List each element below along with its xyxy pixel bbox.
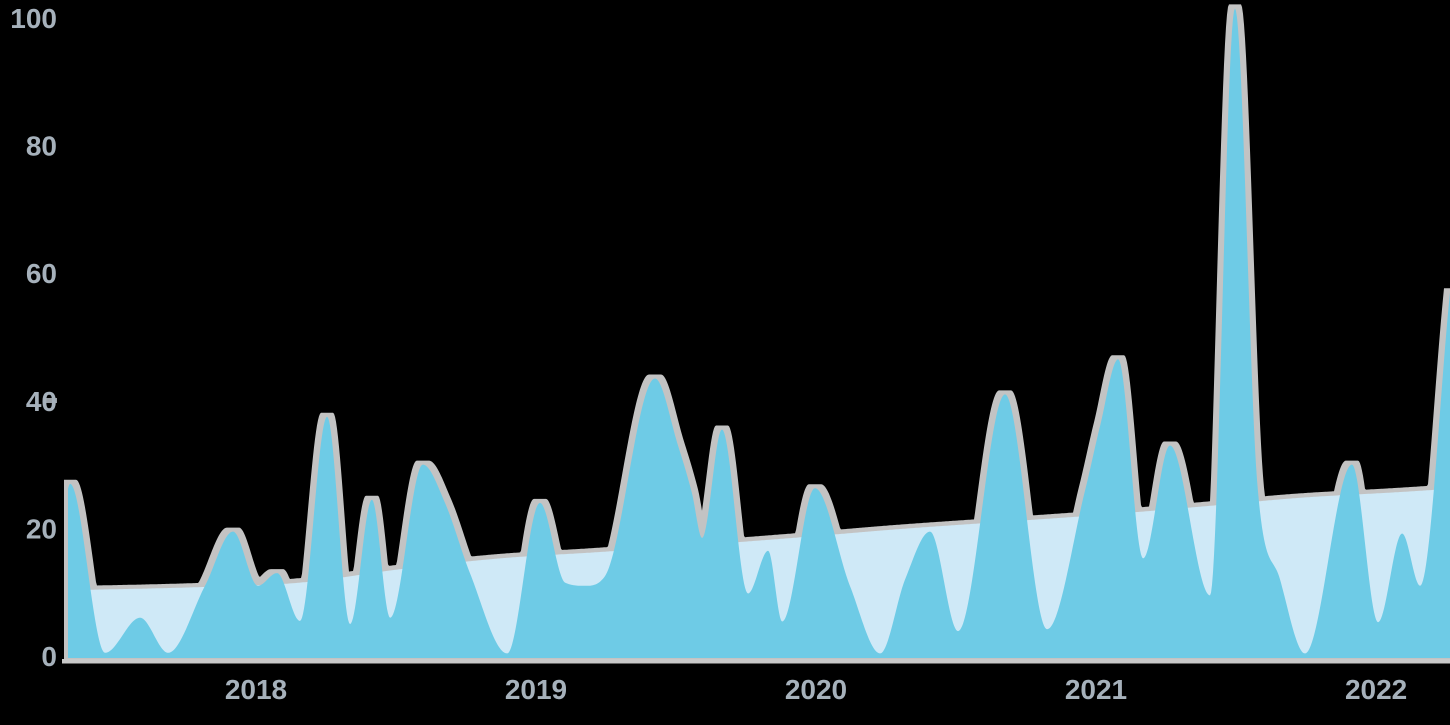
x-axis-labels: 2018 2019 2020 2021 2022	[225, 674, 1407, 705]
y-axis-label-0: 0	[41, 641, 57, 672]
y-axis-label-80: 80	[26, 131, 57, 162]
y-axis-label-20: 20	[26, 513, 57, 544]
y-axis-label-60: 60	[26, 258, 57, 289]
y-axis-labels: 100 80 60 40 20 0	[10, 3, 57, 672]
x-axis-label-2019: 2019	[505, 674, 567, 705]
x-axis-label-2021: 2021	[1065, 674, 1127, 705]
y-axis-tick-mark	[46, 398, 57, 403]
primary-area-series	[68, 8, 1450, 658]
x-axis-line	[62, 659, 1450, 664]
x-axis-label-2022: 2022	[1345, 674, 1407, 705]
y-axis-label-100: 100	[10, 3, 57, 34]
primary-area-path	[68, 8, 1450, 658]
x-axis-label-2018: 2018	[225, 674, 287, 705]
y-axis-label-40: 40	[26, 386, 57, 417]
x-axis-label-2020: 2020	[785, 674, 847, 705]
